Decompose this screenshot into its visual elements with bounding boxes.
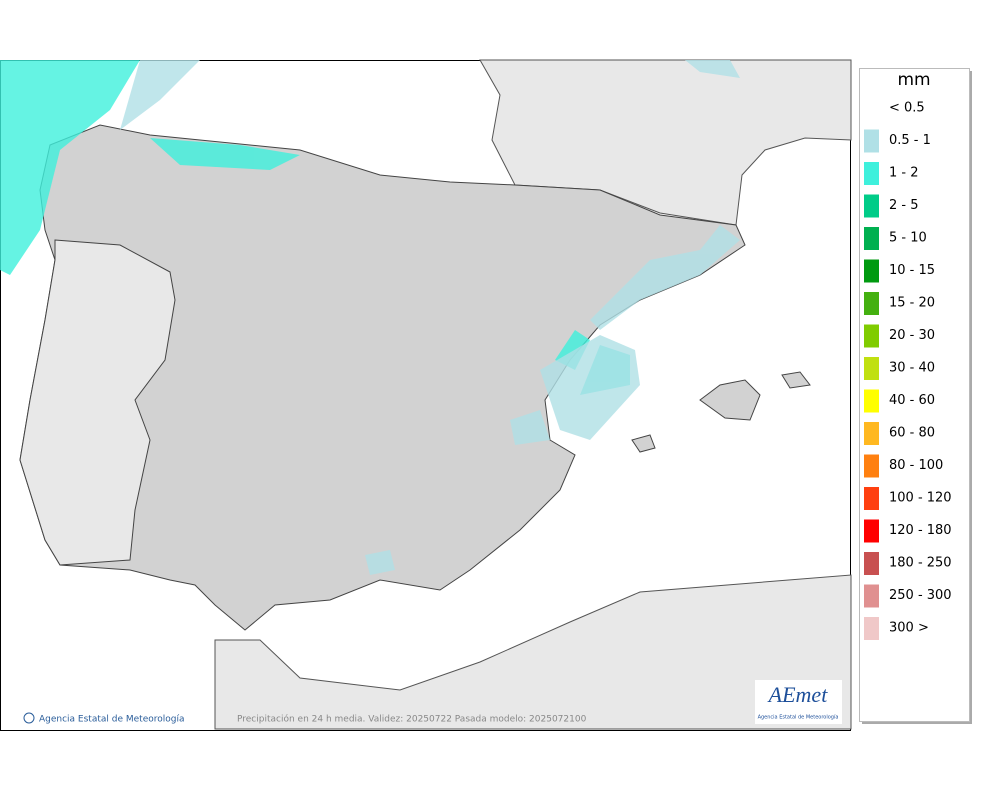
precip-area [685, 60, 740, 78]
legend-label: 0.5 - 1 [889, 133, 931, 148]
legend-swatch [864, 552, 879, 575]
legend-label: 250 - 300 [889, 588, 952, 603]
legend-swatch [864, 617, 879, 640]
menorca [781, 371, 811, 389]
legend-label: 60 - 80 [889, 426, 935, 441]
ibiza [631, 434, 656, 453]
legend-swatch [864, 357, 879, 380]
copyright-icon [23, 712, 35, 724]
legend-swatch [864, 519, 879, 543]
legend-label: 180 - 250 [889, 556, 952, 571]
precip-area [365, 550, 395, 575]
legend-label: < 0.5 [889, 101, 925, 116]
legend-swatch [864, 389, 879, 413]
legend-swatch [864, 227, 879, 250]
precip-area [150, 138, 300, 170]
logo: AEmet [767, 682, 829, 707]
precip-areas-light [120, 60, 740, 575]
legend-label: 100 - 120 [889, 491, 952, 506]
legend-swatch [864, 454, 879, 478]
legend-swatch [864, 584, 879, 608]
legend-label: 120 - 180 [889, 523, 952, 538]
legend-title: mm [897, 70, 930, 90]
legend-label: 2 - 5 [889, 198, 919, 213]
portugal [19, 239, 176, 566]
map: Agencia Estatal de Meteorología Precipit… [0, 59, 852, 731]
legend-label: 15 - 20 [889, 296, 935, 311]
legend-swatch [864, 162, 879, 185]
mallorca [699, 379, 761, 421]
legend-label: 80 - 100 [889, 458, 943, 473]
legend-swatch [864, 292, 879, 315]
legend-swatch [864, 129, 879, 153]
logo-subtitle: Agencia Estatal de Meteorología [758, 714, 839, 721]
legend-label: 300 > [889, 621, 929, 636]
legend: mm < 0.5 0.5 - 1 1 - 2 2 - 5 5 - 10 10 - 15 15… [859, 68, 972, 724]
legend-swatch [864, 324, 879, 348]
footer-caption: Precipitación en 24 h media. Validez: 20… [237, 714, 587, 725]
africa [214, 574, 852, 730]
footer-credit: Agencia Estatal de Meteorología [39, 715, 185, 725]
legend-label: 40 - 60 [889, 393, 935, 408]
logo-box [755, 680, 842, 724]
legend-swatch [864, 194, 879, 218]
legend-label: 10 - 15 [889, 263, 935, 278]
legend-swatch [864, 487, 879, 510]
precip-area [120, 60, 200, 130]
legend-swatch [864, 259, 879, 283]
legend-swatch [864, 422, 879, 445]
precip-area [510, 410, 550, 445]
legend-label: 5 - 10 [889, 231, 927, 246]
precip-area [0, 60, 140, 275]
legend-label: 30 - 40 [889, 361, 935, 376]
precip-area [590, 225, 740, 330]
precip-area [540, 335, 640, 440]
legend-label: 1 - 2 [889, 166, 919, 181]
legend-label: 20 - 30 [889, 328, 935, 343]
